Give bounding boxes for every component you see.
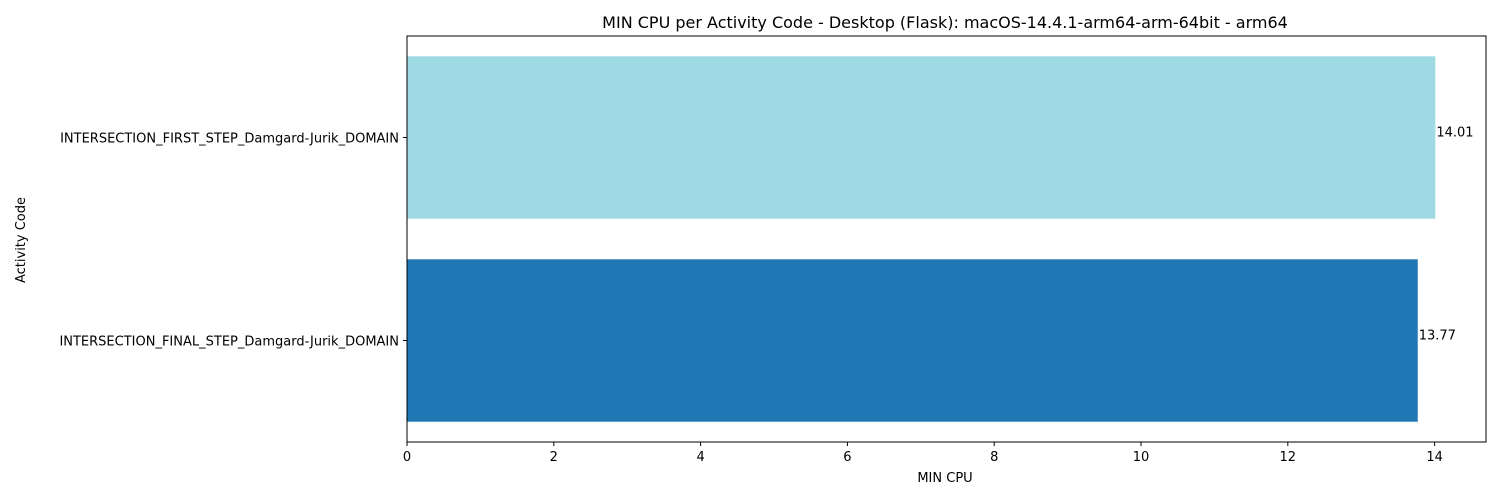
y-axis-ticks: INTERSECTION_FINAL_STEP_Damgard-Jurik_DO… (59, 132, 407, 350)
x-axis-ticks: 0 2 4 6 8 10 12 14 (403, 442, 1443, 465)
x-axis-label: MIN CPU (917, 471, 972, 486)
bar-2 (407, 56, 1436, 219)
x-tick-label: 14 (1426, 450, 1443, 465)
plot-frame (406, 35, 1487, 443)
y-tick-label: INTERSECTION_FIRST_STEP_Damgard-Jurik_DO… (60, 132, 399, 147)
x-tick-label: 12 (1280, 450, 1297, 465)
y-tick-label: INTERSECTION_FINAL_STEP_Damgard-Jurik_DO… (59, 335, 399, 350)
bar-value-label: 13.77 (1419, 329, 1456, 344)
x-tick-label: 6 (843, 450, 851, 465)
y-axis-label: Activity Code (14, 197, 29, 283)
x-tick-label: 4 (696, 450, 704, 465)
chart-title: MIN CPU per Activity Code - Desktop (Fla… (602, 13, 1288, 32)
bar-labels-group: 13.77 14.01 (1419, 126, 1474, 344)
x-tick-label: 10 (1133, 450, 1150, 465)
x-tick-label: 0 (403, 450, 411, 465)
bar-1 (407, 259, 1418, 422)
bars-group (407, 56, 1436, 422)
bar-value-label: 14.01 (1436, 126, 1473, 141)
x-tick-label: 2 (550, 450, 558, 465)
x-tick-label: 8 (990, 450, 998, 465)
